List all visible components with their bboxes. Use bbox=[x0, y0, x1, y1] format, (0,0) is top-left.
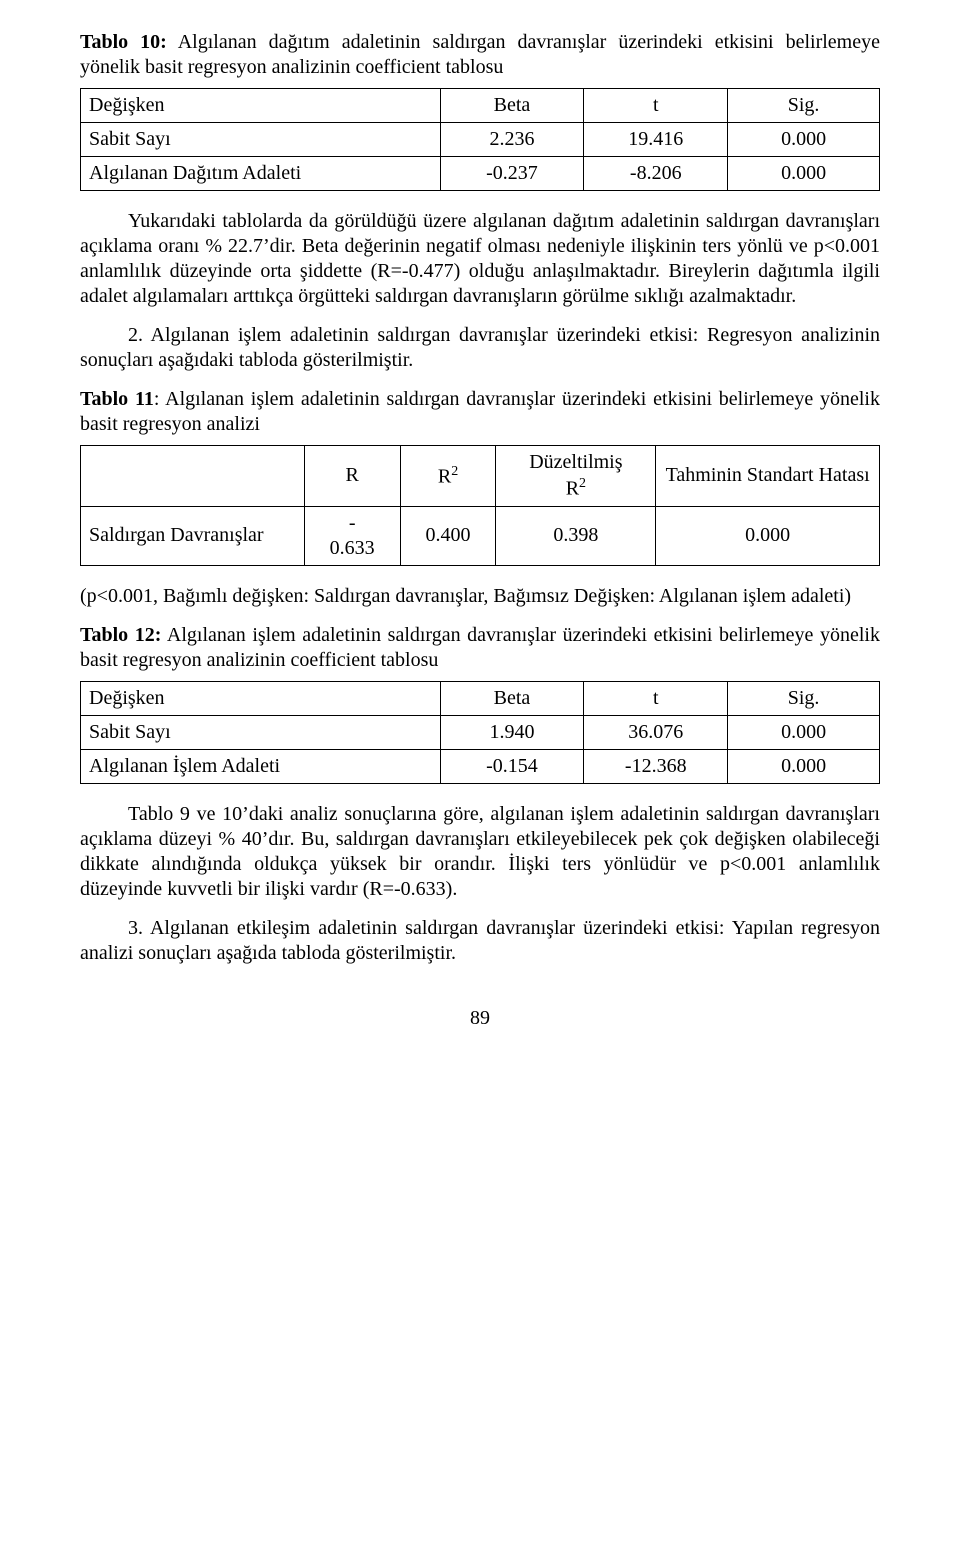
table11-h-r2-base: R bbox=[438, 465, 451, 487]
page-number: 89 bbox=[80, 1006, 880, 1031]
table-row: Sabit Sayı 1.940 36.076 0.000 bbox=[81, 715, 880, 749]
table10-header-row: Değişken Beta t Sig. bbox=[81, 89, 880, 123]
table10-h-c1: Değişken bbox=[81, 89, 441, 123]
table10-r0-c2: 2.236 bbox=[440, 123, 584, 157]
table12-r0-c1: Sabit Sayı bbox=[81, 715, 441, 749]
table10-title: Tablo 10: Algılanan dağıtım adaletinin s… bbox=[80, 30, 880, 80]
table11-title: Tablo 11: Algılanan işlem adaletinin sal… bbox=[80, 387, 880, 437]
table11-h-adj-r: R bbox=[566, 478, 579, 500]
table12-h-c1: Değişken bbox=[81, 681, 441, 715]
table12-r1-c1: Algılanan İşlem Adaleti bbox=[81, 749, 441, 783]
table12-title: Tablo 12: Algılanan işlem adaletinin sal… bbox=[80, 623, 880, 673]
table12-r1-c4: 0.000 bbox=[728, 749, 880, 783]
table12-r0-c3: 36.076 bbox=[584, 715, 728, 749]
table11-h-r2-sup: 2 bbox=[451, 464, 458, 479]
table11-h-blank bbox=[81, 446, 305, 507]
table-row: Algılanan İşlem Adaleti -0.154 -12.368 0… bbox=[81, 749, 880, 783]
table12-h-c3: t bbox=[584, 681, 728, 715]
table10-r0-c3: 19.416 bbox=[584, 123, 728, 157]
table10-r0-c1: Sabit Sayı bbox=[81, 123, 441, 157]
table10-r1-c2: -0.237 bbox=[440, 157, 584, 191]
table11-r0-r-neg: - bbox=[349, 512, 356, 534]
table11-r0-r-val: 0.633 bbox=[330, 537, 375, 559]
table-row: Algılanan Dağıtım Adaleti -0.237 -8.206 … bbox=[81, 157, 880, 191]
table11-h-adj-r-sup: 2 bbox=[579, 476, 586, 491]
table11-title-rest: : Algılanan işlem adaletinin saldırgan d… bbox=[80, 388, 880, 435]
table10-h-c4: Sig. bbox=[728, 89, 880, 123]
table12-r0-c2: 1.940 bbox=[440, 715, 584, 749]
table12-r1-c3: -12.368 bbox=[584, 749, 728, 783]
table11-r0-r2: 0.400 bbox=[400, 506, 496, 565]
table-row: Sabit Sayı 2.236 19.416 0.000 bbox=[81, 123, 880, 157]
table12-title-rest: Algılanan işlem adaletinin saldırgan dav… bbox=[80, 624, 880, 671]
table11-r0-label: Saldırgan Davranışlar bbox=[81, 506, 305, 565]
table11-r0-r: - 0.633 bbox=[304, 506, 400, 565]
table10-title-prefix: Tablo 10: bbox=[80, 31, 167, 53]
paragraph-2: 2. Algılanan işlem adaletinin saldırgan … bbox=[80, 323, 880, 373]
table10-r0-c4: 0.000 bbox=[728, 123, 880, 157]
table11-header-row: R R2 Düzeltilmiş R2 Tahminin Standart Ha… bbox=[81, 446, 880, 507]
table10-r1-c1: Algılanan Dağıtım Adaleti bbox=[81, 157, 441, 191]
table11-r0-se: 0.000 bbox=[656, 506, 880, 565]
table10-r1-c3: -8.206 bbox=[584, 157, 728, 191]
table-row: Saldırgan Davranışlar - 0.633 0.400 0.39… bbox=[81, 506, 880, 565]
table10: Değişken Beta t Sig. Sabit Sayı 2.236 19… bbox=[80, 88, 880, 191]
table11-h-adj: Düzeltilmiş R2 bbox=[496, 446, 656, 507]
table12-r0-c4: 0.000 bbox=[728, 715, 880, 749]
table11-r0-adj: 0.398 bbox=[496, 506, 656, 565]
table10-h-c2: Beta bbox=[440, 89, 584, 123]
table11-note: (p<0.001, Bağımlı değişken: Saldırgan da… bbox=[80, 584, 880, 609]
table11: R R2 Düzeltilmiş R2 Tahminin Standart Ha… bbox=[80, 445, 880, 566]
table12-r1-c2: -0.154 bbox=[440, 749, 584, 783]
table11-h-r: R bbox=[304, 446, 400, 507]
table12-h-c4: Sig. bbox=[728, 681, 880, 715]
paragraph-3: Tablo 9 ve 10’daki analiz sonuçlarına gö… bbox=[80, 802, 880, 902]
table12-h-c2: Beta bbox=[440, 681, 584, 715]
table11-h-adj-word: Düzeltilmiş bbox=[529, 451, 622, 473]
table10-title-rest: Algılanan dağıtım adaletinin saldırgan d… bbox=[80, 31, 880, 78]
table10-r1-c4: 0.000 bbox=[728, 157, 880, 191]
paragraph-4: 3. Algılanan etkileşim adaletinin saldır… bbox=[80, 916, 880, 966]
table11-title-prefix: Tablo 11 bbox=[80, 388, 154, 410]
paragraph-1: Yukarıdaki tablolarda da görüldüğü üzere… bbox=[80, 209, 880, 309]
page: Tablo 10: Algılanan dağıtım adaletinin s… bbox=[0, 0, 960, 1071]
table11-h-r2: R2 bbox=[400, 446, 496, 507]
table12-header-row: Değişken Beta t Sig. bbox=[81, 681, 880, 715]
table11-h-se: Tahminin Standart Hatası bbox=[656, 446, 880, 507]
table12-title-prefix: Tablo 12: bbox=[80, 624, 161, 646]
table10-h-c3: t bbox=[584, 89, 728, 123]
table12: Değişken Beta t Sig. Sabit Sayı 1.940 36… bbox=[80, 681, 880, 784]
